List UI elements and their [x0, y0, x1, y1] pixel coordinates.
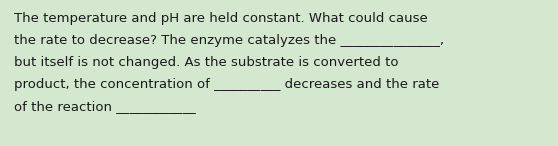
Text: of the reaction ____________: of the reaction ____________: [14, 100, 196, 113]
Text: the rate to decrease? The enzyme catalyzes the _______________,: the rate to decrease? The enzyme catalyz…: [14, 34, 444, 47]
Text: product, the concentration of __________ decreases and the rate: product, the concentration of __________…: [14, 78, 439, 91]
Text: but itself is not changed. As the substrate is converted to: but itself is not changed. As the substr…: [14, 56, 398, 69]
Text: The temperature and pH are held constant. What could cause: The temperature and pH are held constant…: [14, 12, 428, 25]
